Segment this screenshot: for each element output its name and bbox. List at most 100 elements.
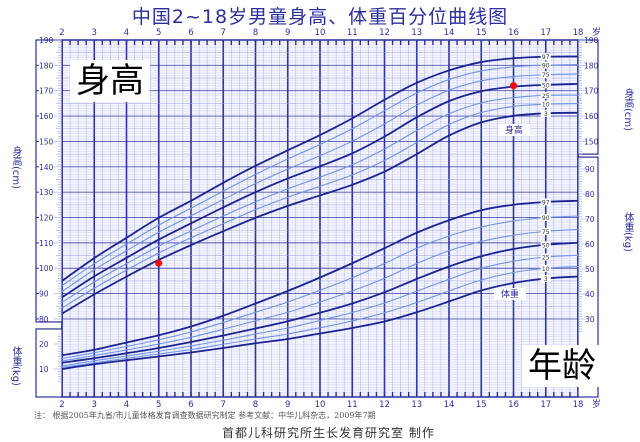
svg-text:10: 10 [542,102,550,109]
weight-curve-p97 [61,199,579,357]
height-tick-right: 180 [584,61,599,70]
height-tick-left: 130 [39,188,54,197]
age-tick-bottom: 3 [92,400,97,410]
age-badge: 年龄 [522,345,602,387]
weight-tick-right: 90 [585,165,595,174]
age-tick-top: 8 [253,28,258,38]
age-tick-bottom: 13 [411,400,422,410]
age-tick-bottom: 15 [476,400,487,410]
weight-tick-left: 20 [39,340,49,349]
svg-text:25: 25 [542,93,550,100]
height-tick-left: 150 [39,137,54,146]
height-curve-p97 [61,55,579,282]
svg-text:90: 90 [542,63,550,70]
height-tick-left: 190 [39,36,54,45]
svg-text:97: 97 [542,54,550,61]
marker-point-2 [510,82,517,90]
age-tick-top: 18 [573,28,584,38]
svg-text:50: 50 [542,242,550,249]
svg-text:75: 75 [542,72,550,79]
height-tick-left: 120 [39,214,54,223]
age-tick-top: 11 [347,28,358,38]
age-tick-top: 16 [508,28,519,38]
svg-text:90: 90 [542,215,550,222]
height-tick-right: 170 [584,87,599,96]
age-tick-bottom: 7 [221,400,226,410]
weight-tick-right: 40 [585,290,595,299]
age-tick-bottom: 16 [508,400,519,410]
svg-text:3: 3 [544,276,548,283]
age-tick-bottom: 18 [573,400,584,410]
svg-text:75: 75 [542,229,550,236]
weight-curve-label: 体重 [501,288,519,300]
svg-text:10: 10 [542,266,550,273]
age-tick-top: 5 [156,28,161,38]
height-tick-right: 190 [584,36,599,45]
height-curve-p75 [61,73,579,293]
height-axis-label-left: 身高(cm) [10,146,21,190]
age-tick-bottom: 14 [444,400,455,410]
weight-curve-p90 [61,215,579,360]
age-tick-bottom: 5 [156,400,161,410]
age-tick-top: 10 [315,28,326,38]
svg-text:25: 25 [542,255,550,262]
svg-text:3: 3 [544,111,548,118]
age-tick-bottom: 4 [124,400,129,410]
age-tick-bottom: 8 [253,400,258,410]
height-tick-left: 110 [39,239,54,248]
marker-point-1 [155,259,163,267]
weight-curve-p75 [61,228,579,362]
age-tick-bottom: 12 [379,400,390,410]
age-tick-top: 3 [92,28,97,38]
age-tick-bottom: 9 [285,400,290,410]
height-axis-label-right: 身高(cm) [622,88,633,132]
source-note: 注： 根据2005年九省/市儿童体格发育调查数据研究制定 参考文献：中华儿科杂志… [34,411,376,420]
weight-tick-right: 80 [585,190,595,199]
height-tick-left: 160 [39,112,54,121]
height-tick-left: 140 [39,163,54,172]
producer-note: 首都儿科研究所生长发育研究室 制作 [222,426,435,440]
height-curve-p50 [61,82,579,299]
height-curve-p25 [61,94,579,303]
height-curve-label: 身高 [505,124,523,136]
svg-text:岁: 岁 [592,398,601,410]
age-tick-top: 4 [124,28,129,38]
height-tick-right: 150 [584,137,599,146]
weight-tick-right: 50 [585,265,595,274]
weight-curve-p50 [61,241,579,364]
age-tick-top: 15 [476,28,487,38]
age-tick-top: 14 [444,28,455,38]
height-tick-left: 80 [39,315,49,324]
weight-tick-left: 10 [39,365,49,374]
age-tick-top: 9 [285,28,290,38]
age-tick-bottom: 11 [347,400,358,410]
age-tick-top: 17 [540,28,551,38]
age-tick-top: 7 [221,28,226,38]
height-tick-left: 180 [39,61,54,70]
age-tick-top: 2 [59,28,64,38]
height-tick-left: 100 [39,264,54,273]
height-tick-left: 90 [39,290,49,299]
height-badge: 身高 [70,60,150,102]
age-tick-bottom: 10 [315,400,326,410]
age-tick-top: 6 [188,28,193,38]
age-tick-top: 12 [379,28,390,38]
weight-tick-right: 60 [585,240,595,249]
weight-curve-p3 [61,275,579,370]
height-curve-p10 [61,103,579,309]
chart-title: 中国2~18岁男童身高、体重百分位曲线图 [131,6,509,28]
height-curve-p3 [61,111,579,315]
age-tick-top: 13 [411,28,422,38]
svg-text:97: 97 [542,200,550,207]
weight-axis-label-right: 体重(kg) [622,212,633,252]
weight-tick-right: 30 [585,315,595,324]
weight-axis-label-left: 体重(kg) [10,346,21,386]
age-tick-bottom: 17 [540,400,551,410]
height-curve-p90 [61,64,579,287]
weight-curve-p10 [61,265,579,369]
svg-text:50: 50 [542,82,550,89]
age-tick-bottom: 2 [59,400,64,410]
weight-tick-right: 70 [585,215,595,224]
weight-curve-p25 [61,254,579,367]
